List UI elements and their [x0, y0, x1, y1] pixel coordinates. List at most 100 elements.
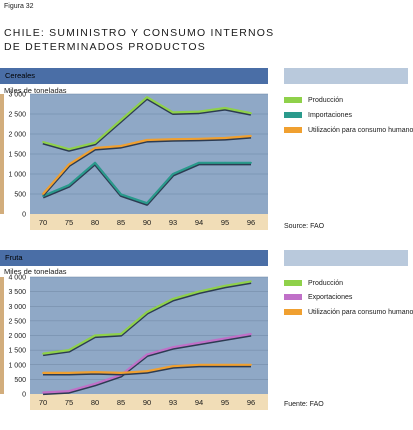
axis-strip	[0, 94, 4, 214]
chart-title: Cereales	[5, 71, 36, 80]
data-point	[94, 141, 96, 144]
y-tick-label: 1 000	[8, 362, 26, 369]
data-point	[94, 382, 96, 385]
chart-header-bar: Cereales	[0, 68, 268, 84]
x-tick-label: 93	[169, 398, 177, 407]
data-point	[172, 138, 174, 141]
data-point	[224, 337, 226, 340]
data-point	[42, 195, 44, 197]
x-tick-label: 85	[117, 218, 125, 227]
data-point	[224, 161, 226, 164]
legend-label: Producción	[308, 97, 344, 104]
x-tick-label: 96	[247, 218, 255, 227]
x-tick-label: 94	[195, 218, 203, 227]
data-point	[250, 280, 252, 283]
y-tick-label: 1 000	[8, 172, 26, 179]
y-tick-label: 1 500	[8, 348, 26, 355]
x-tick-label: 85	[117, 398, 125, 407]
legend-label: Utilización para consumo humano	[308, 309, 413, 316]
chart-panel-fruta: Fruta Miles de toneladas 0 500 1 000 1 500 2…	[0, 250, 413, 430]
data-point	[120, 193, 122, 196]
y-axis-unit-label: Miles de toneladas	[4, 267, 67, 276]
x-tick-label: 95	[221, 398, 229, 407]
data-point	[146, 202, 148, 205]
data-point	[120, 145, 122, 147]
data-point	[42, 193, 44, 195]
legend-swatch	[284, 127, 302, 133]
legend-label: Importaciones	[308, 112, 352, 119]
x-tick-label: 75	[65, 218, 73, 227]
y-tick-label: 3 000	[8, 92, 26, 99]
data-point	[198, 137, 200, 140]
legend-header-bar	[284, 68, 408, 84]
data-point	[68, 148, 70, 151]
data-point	[198, 341, 200, 344]
y-tick-label: 2 000	[8, 333, 26, 340]
y-tick-label: 2 500	[8, 112, 26, 119]
x-axis-label-band	[30, 394, 268, 410]
legend-swatch	[284, 112, 302, 118]
data-point	[146, 370, 148, 373]
legend-swatch	[284, 97, 302, 103]
legend-swatch	[284, 309, 302, 315]
data-point	[120, 119, 122, 121]
data-point	[172, 298, 174, 300]
fruta-line-chart: 0 500 1 000 1 500 2 000 2 500 3 000 3 500 4 000 7…	[0, 275, 268, 410]
chart-panel-cereales: Cereales Miles de toneladas 0 500 1 000 1 5…	[0, 68, 413, 248]
data-point	[224, 363, 226, 366]
x-tick-label: 90	[143, 398, 151, 407]
data-point	[42, 352, 44, 355]
y-tick-label: 500	[14, 377, 26, 384]
x-tick-label: 80	[91, 218, 99, 227]
x-tick-label: 70	[39, 398, 47, 407]
data-point	[224, 107, 226, 109]
data-point	[172, 365, 174, 368]
data-point	[198, 161, 200, 164]
legend-header-bar	[284, 250, 408, 266]
x-tick-label: 96	[247, 398, 255, 407]
data-point	[68, 184, 70, 187]
data-point	[224, 137, 226, 139]
y-axis-unit-label: Miles de toneladas	[4, 86, 67, 95]
axis-strip	[0, 277, 4, 394]
data-point	[94, 371, 96, 373]
y-tick-label: 500	[14, 192, 26, 199]
data-point	[94, 147, 96, 149]
figure-title: CHILE: SUMINISTRO Y CONSUMO INTERNOS DE …	[4, 26, 274, 54]
data-point	[146, 96, 148, 99]
data-point	[146, 311, 148, 313]
y-tick-label: 3 500	[8, 289, 26, 296]
x-tick-label: 90	[143, 218, 151, 227]
data-point	[120, 372, 122, 374]
y-tick-label: 3 000	[8, 304, 26, 311]
legend-swatch	[284, 294, 302, 300]
data-point	[68, 390, 70, 392]
figure-title-line2: DE DETERMINADOS PRODUCTOS	[4, 41, 206, 53]
legend-label: Utilización para consumo humano	[308, 127, 413, 134]
data-point	[42, 372, 44, 374]
data-point	[198, 363, 200, 366]
legend-label: Producción	[308, 280, 344, 287]
data-point	[94, 334, 96, 337]
y-tick-label: 0	[22, 212, 26, 219]
data-point	[172, 111, 174, 114]
data-point	[68, 372, 70, 374]
x-axis-label-band	[30, 214, 268, 230]
y-tick-label: 2 000	[8, 132, 26, 139]
data-point	[42, 141, 44, 143]
data-point	[68, 349, 70, 352]
x-tick-label: 95	[221, 218, 229, 227]
data-point	[172, 346, 174, 349]
data-point	[198, 110, 200, 113]
data-point	[250, 135, 252, 137]
x-tick-label: 70	[39, 218, 47, 227]
data-point	[250, 333, 252, 335]
x-tick-label: 80	[91, 398, 99, 407]
data-point	[146, 353, 148, 356]
data-point	[146, 139, 148, 141]
data-point	[42, 391, 44, 394]
legend-label: Exportaciones	[308, 294, 353, 301]
x-tick-label: 93	[169, 218, 177, 227]
source-note: Fuente: FAO	[284, 401, 324, 408]
data-point	[224, 284, 226, 287]
